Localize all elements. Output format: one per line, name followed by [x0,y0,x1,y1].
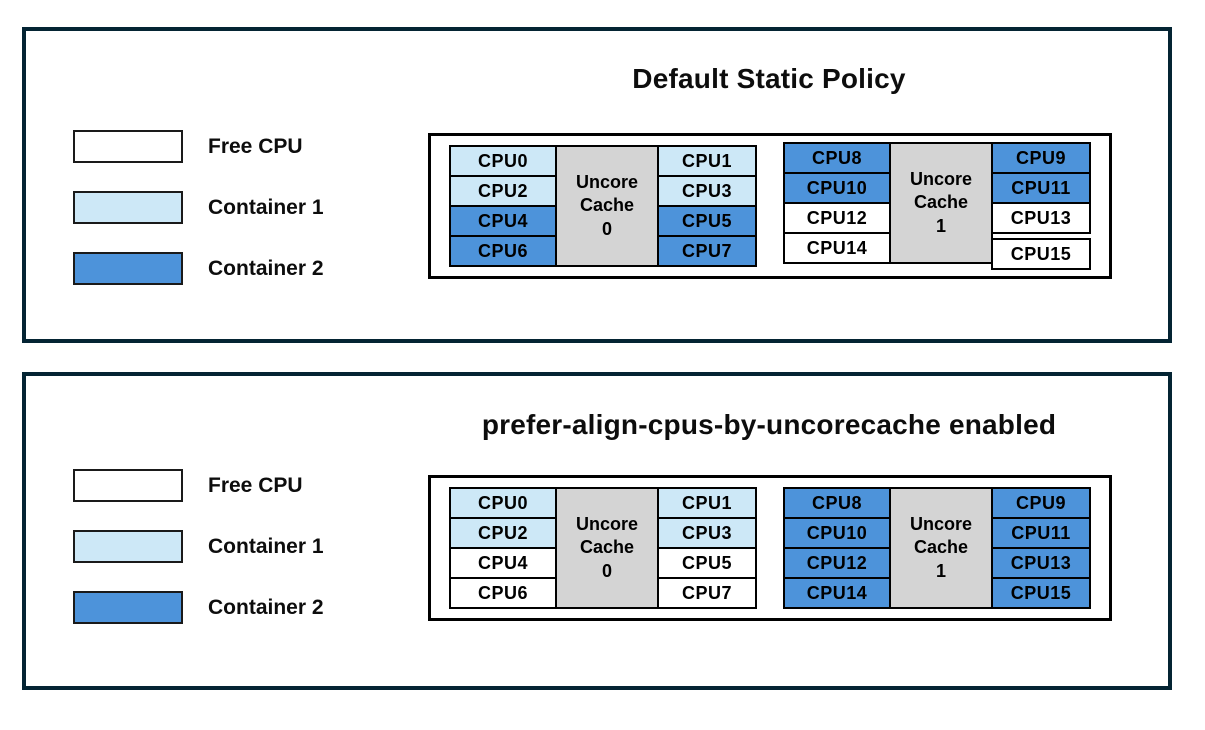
cpu-cell: CPU5 [657,205,757,237]
cpu-cell: CPU9 [991,487,1091,519]
container-1-swatch [73,530,183,563]
cpu-cell: CPU14 [783,232,891,264]
legend-label: Container 2 [208,256,324,280]
cpu-cell: CPU14 [783,577,891,609]
uncore-cache-label-line: Cache [579,537,635,558]
legend-item-free-cpu: Free CPU [73,130,324,163]
free-cpu-swatch [73,469,183,502]
uncore-cache-label-line: 1 [935,560,946,581]
cpu-cell: CPU2 [449,175,557,207]
uncore-cache-block: Uncore Cache 1 [889,142,993,264]
cpu-column-right: CPU1 CPU3 CPU5 CPU7 [657,487,757,609]
uncore-cache-0-group: CPU0 CPU2 CPU4 CPU6 Uncore Cache 0 CPU1 … [449,145,757,267]
legend-item-free-cpu: Free CPU [73,469,324,502]
cpu-cell: CPU12 [783,547,891,579]
legend-label: Container 1 [208,195,324,219]
cpu-cell: CPU11 [991,517,1091,549]
legend-label: Free CPU [208,473,303,497]
cpu-column-left: CPU0 CPU2 CPU4 CPU6 [449,145,557,267]
uncore-cache-label-line: Cache [579,195,635,216]
container-2-swatch [73,252,183,285]
cpu-cell: CPU0 [449,145,557,177]
cpu-cell: CPU2 [449,517,557,549]
legend-label: Container 1 [208,534,324,558]
cpu-cell: CPU11 [991,172,1091,204]
uncore-cache-label-line: Uncore [909,514,972,535]
container-2-swatch [73,591,183,624]
cpu-cell: CPU4 [449,547,557,579]
cpu-topology-diagram: CPU0 CPU2 CPU4 CPU6 Uncore Cache 0 CPU1 … [428,475,1112,621]
legend: Free CPU Container 1 Container 2 [73,469,324,652]
cpu-column-right: CPU1 CPU3 CPU5 CPU7 [657,145,757,267]
cpu-cell: CPU7 [657,235,757,267]
legend-label: Free CPU [208,134,303,158]
uncore-cache-label-line: Cache [913,192,969,213]
cpu-cell: CPU15 [991,577,1091,609]
cpu-cell: CPU6 [449,235,557,267]
cpu-cell: CPU10 [783,172,891,204]
cpu-column-left: CPU8 CPU10 CPU12 CPU14 [783,487,891,609]
cpu-cell: CPU13 [991,202,1091,234]
uncore-cache-label-line: 0 [601,218,612,239]
panel-default-static-policy: Default Static Policy Free CPU Container… [22,27,1172,343]
cpu-cell: CPU1 [657,487,757,519]
cpu-column-left: CPU8 CPU10 CPU12 CPU14 [783,142,891,264]
uncore-cache-label-line: Uncore [575,514,638,535]
cpu-column-left: CPU0 CPU2 CPU4 CPU6 [449,487,557,609]
legend: Free CPU Container 1 Container 2 [73,130,324,313]
cpu-cell: CPU13 [991,547,1091,579]
container-1-swatch [73,191,183,224]
uncore-cache-block: Uncore Cache 1 [889,487,993,609]
uncore-cache-1-group: CPU8 CPU10 CPU12 CPU14 Uncore Cache 1 CP… [783,142,1091,270]
cpu-cell: CPU10 [783,517,891,549]
cpu-cell: CPU4 [449,205,557,237]
legend-label: Container 2 [208,595,324,619]
cpu-cell: CPU9 [991,142,1091,174]
cpu-cell: CPU3 [657,517,757,549]
uncore-cache-label-line: Uncore [909,169,972,190]
cpu-cell: CPU3 [657,175,757,207]
cpu-cell: CPU1 [657,145,757,177]
uncore-cache-block: Uncore Cache 0 [555,145,659,267]
cpu-topology-diagram: CPU0 CPU2 CPU4 CPU6 Uncore Cache 0 CPU1 … [428,133,1112,279]
uncore-cache-0-group: CPU0 CPU2 CPU4 CPU6 Uncore Cache 0 CPU1 … [449,487,757,609]
free-cpu-swatch [73,130,183,163]
cpu-cell: CPU5 [657,547,757,579]
uncore-cache-label-line: 1 [935,215,946,236]
legend-item-container-1: Container 1 [73,530,324,563]
legend-item-container-2: Container 2 [73,591,324,624]
legend-item-container-1: Container 1 [73,191,324,224]
cpu-cell: CPU7 [657,577,757,609]
uncore-cache-1-group: CPU8 CPU10 CPU12 CPU14 Uncore Cache 1 CP… [783,487,1091,609]
cpu-cell: CPU6 [449,577,557,609]
uncore-cache-label-line: 0 [601,560,612,581]
panel-title: Default Static Policy [632,63,906,94]
cpu-cell: CPU12 [783,202,891,234]
uncore-cache-block: Uncore Cache 0 [555,487,659,609]
uncore-cache-label-line: Cache [913,537,969,558]
cpu-cell: CPU8 [783,487,891,519]
panel-prefer-align-cpus-by-uncorecache: prefer-align-cpus-by-uncorecache enabled… [22,372,1172,690]
cpu-column-right: CPU9 CPU11 CPU13 CPU15 [991,487,1091,609]
uncore-cache-label-line: Uncore [575,172,638,193]
cpu-column-right: CPU9 CPU11 CPU13 CPU15 [991,142,1091,270]
cpu-cell: CPU8 [783,142,891,174]
cpu-cell: CPU15 [991,238,1091,270]
panel-title: prefer-align-cpus-by-uncorecache enabled [481,409,1057,440]
legend-item-container-2: Container 2 [73,252,324,285]
cpu-cell: CPU0 [449,487,557,519]
